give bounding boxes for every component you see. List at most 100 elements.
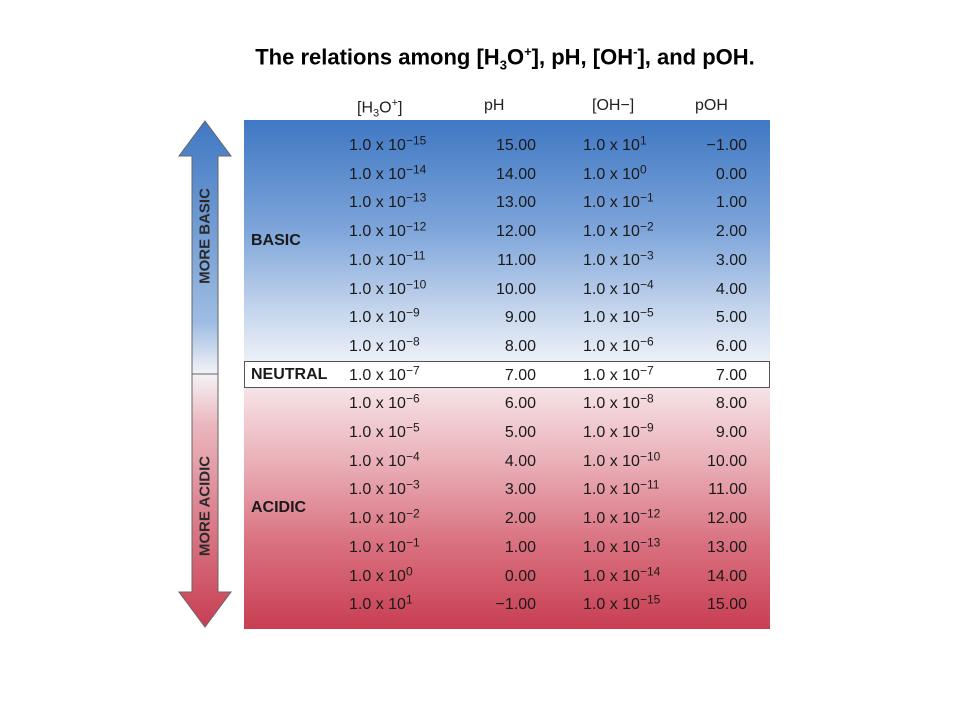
- table-row: 1.0 x 10−9 9.00 1.0 x 10−5 5.00: [0, 306, 960, 330]
- poh-cell: 6.00: [715, 337, 747, 355]
- header-oh: [OH−]: [592, 97, 635, 114]
- exponent: −15: [639, 592, 661, 607]
- table-row: 1.0 x 10−13 13.00 1.0 x 10−1 1.00: [0, 191, 960, 215]
- exponent: 0: [639, 162, 647, 177]
- title-prefix: The relations among [H: [255, 44, 500, 70]
- exponent: −14: [405, 162, 427, 177]
- poh-cell: 8.00: [715, 395, 747, 413]
- exponent: −7: [405, 363, 420, 378]
- oh-cell: 1.0 x 10−13: [583, 535, 661, 556]
- table-row: 1.0 x 10−1 1.00 1.0 x 10−13 13.00: [0, 536, 960, 560]
- h3o-cell: 1.0 x 10−9: [349, 305, 420, 327]
- table-row: 1.0 x 10−5 5.00 1.0 x 10−9 9.00: [0, 421, 960, 445]
- ph-cell: 5.00: [504, 424, 536, 441]
- poh-cell: 14.00: [706, 567, 747, 585]
- poh-cell: 2.00: [715, 223, 747, 241]
- poh-cell: 7.00: [715, 366, 747, 384]
- exponent: −5: [639, 305, 654, 320]
- header-h3o-sub: 3: [373, 107, 380, 120]
- oh-cell: 1.0 x 10−4: [583, 277, 654, 298]
- table-row: 1.0 x 10−12 12.00 1.0 x 10−2 2.00: [0, 220, 960, 244]
- exponent: 1: [639, 133, 647, 148]
- oh-cell: 1.0 x 10−8: [583, 391, 654, 413]
- ph-cell: −1.00: [495, 596, 536, 614]
- exponent: −7: [639, 363, 654, 378]
- poh-cell: 11.00: [708, 481, 747, 499]
- exponent: 0: [405, 564, 413, 579]
- table-row: 1.0 x 10−4 4.00 1.0 x 10−10 10.00: [0, 450, 960, 474]
- poh-cell: 0.00: [715, 165, 747, 183]
- ph-cell: 14.00: [495, 165, 536, 183]
- exponent: −2: [639, 219, 654, 234]
- oh-cell: 1.0 x 10−12: [583, 506, 661, 528]
- title-mid1: O: [506, 44, 525, 70]
- header-h3o-sup: +: [391, 97, 399, 109]
- oh-cell: 1.0 x 10−11: [583, 478, 660, 499]
- oh-cell: 1.0 x 10−14: [583, 564, 661, 585]
- table-row: 1.0 x 10−15 15.00 1.0 x 101 −1.00: [0, 134, 960, 158]
- table-row: 1.0 x 10−2 2.00 1.0 x 10−12 12.00: [0, 507, 960, 531]
- oh-cell: 1.0 x 101: [583, 133, 647, 154]
- oh-cell: 1.0 x 10−10: [583, 449, 661, 470]
- h3o-cell: 1.0 x 10−10: [349, 277, 427, 298]
- ph-cell: 15.00: [495, 137, 536, 154]
- h3o-cell: 1.0 x 10−14: [349, 162, 427, 183]
- header-h3o-b: O: [379, 99, 392, 117]
- neutral-row-box: [244, 361, 770, 388]
- poh-cell: 4.00: [715, 280, 747, 298]
- table-row: 1.0 x 10−7 7.00 1.0 x 10−7 7.00: [0, 364, 960, 388]
- ph-cell: 11.00: [497, 251, 536, 269]
- ph-cell: 4.00: [504, 452, 536, 470]
- poh-cell: 13.00: [706, 538, 747, 556]
- ph-cell: 8.00: [504, 337, 536, 355]
- page-title: The relations among [H3O+], pH, [OH-], a…: [0, 44, 960, 73]
- ph-cell: 1.00: [504, 538, 536, 556]
- poh-cell: 9.00: [715, 424, 747, 441]
- title-suffix: ], and pOH.: [637, 44, 755, 70]
- h3o-cell: 1.0 x 10−7: [349, 363, 420, 384]
- exponent: −9: [405, 305, 420, 320]
- h3o-cell: 1.0 x 10−4: [349, 449, 420, 470]
- title-sup-plus: +: [524, 44, 532, 59]
- oh-cell: 1.0 x 10−7: [583, 363, 654, 384]
- exponent: −4: [639, 277, 654, 292]
- h3o-cell: 1.0 x 10−2: [349, 506, 420, 528]
- table-row: 1.0 x 101 −1.00 1.0 x 10−15 15.00: [0, 593, 960, 617]
- h3o-cell: 1.0 x 10−13: [349, 191, 427, 212]
- h3o-cell: 1.0 x 10−12: [349, 219, 427, 241]
- ph-cell: 12.00: [495, 223, 536, 241]
- zone-label-neutral: NEUTRAL: [251, 366, 328, 383]
- poh-cell: 1.00: [715, 194, 747, 212]
- table-row: 1.0 x 10−11 11.00 1.0 x 10−3 3.00: [0, 249, 960, 273]
- header-poh: pOH: [695, 97, 728, 114]
- exponent: −9: [639, 420, 654, 435]
- exponent: −1: [639, 191, 654, 205]
- poh-cell: 10.00: [706, 452, 747, 470]
- oh-cell: 1.0 x 10−5: [583, 305, 654, 327]
- oh-cell: 1.0 x 10−6: [583, 334, 654, 355]
- h3o-cell: 1.0 x 10−1: [349, 535, 420, 556]
- exponent: 1: [405, 592, 413, 607]
- exponent: −10: [405, 277, 427, 292]
- exponent: −13: [405, 191, 427, 205]
- table-row: 1.0 x 10−6 6.00 1.0 x 10−8 8.00: [0, 392, 960, 416]
- acidic-gradient-panel: [244, 388, 770, 629]
- h3o-cell: 1.0 x 10−3: [349, 478, 420, 499]
- ph-cell: 7.00: [504, 366, 536, 384]
- header-ph: pH: [484, 97, 505, 114]
- exponent: −3: [405, 478, 420, 492]
- h3o-cell: 1.0 x 100: [349, 564, 413, 585]
- oh-cell: 1.0 x 10−9: [583, 420, 654, 441]
- h3o-cell: 1.0 x 10−8: [349, 334, 420, 355]
- header-h3o-c: ]: [398, 99, 403, 117]
- exponent: −8: [639, 391, 654, 406]
- poh-cell: 12.00: [706, 510, 747, 528]
- exponent: −14: [639, 564, 661, 579]
- ph-cell: 3.00: [504, 481, 536, 499]
- ph-cell: 10.00: [495, 280, 536, 298]
- exponent: −8: [405, 334, 420, 349]
- ph-cell: 2.00: [504, 510, 536, 528]
- h3o-cell: 1.0 x 10−15: [349, 133, 427, 154]
- h3o-cell: 1.0 x 10−6: [349, 391, 420, 413]
- exponent: −4: [405, 449, 420, 464]
